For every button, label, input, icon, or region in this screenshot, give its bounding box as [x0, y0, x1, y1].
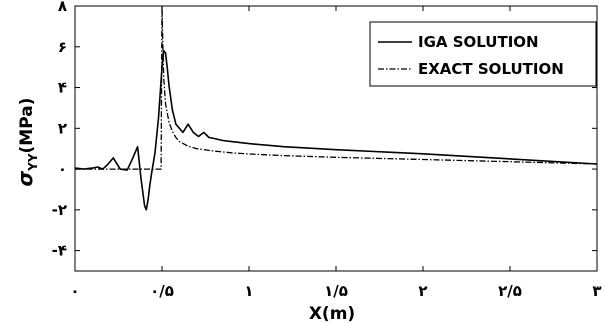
x-tick-label: ۱	[244, 282, 253, 300]
x-tick-label: ۰	[70, 282, 79, 300]
y-tick-label: ۸	[58, 0, 67, 15]
data-layer: -۴ -۲ ۰ ۲ ۴ ۶ ۸ ۰ ۰/۵ ۱ ۱/۵ ۲ ۲/۵ ۳	[52, 0, 602, 300]
x-tick-label: ۳	[592, 282, 601, 300]
legend-label-iga: IGA SOLUTION	[418, 33, 539, 51]
legend-box	[369, 21, 597, 87]
x-tick-label: ۲	[418, 282, 427, 300]
y-tick-label: -۲	[52, 201, 67, 219]
y-tick-label: ۴	[58, 79, 67, 97]
y-axis-title-rest: (MPa)	[17, 98, 37, 154]
y-tick-label: ۰	[58, 160, 67, 178]
x-axis-title: X(m)	[309, 304, 355, 323]
x-tick-label: ۱/۵	[324, 282, 348, 300]
x-tick-label: ۲/۵	[498, 282, 522, 300]
series-line-exact	[75, 6, 597, 170]
y-tick-label: ۲	[58, 119, 67, 137]
series-line-iga	[75, 49, 597, 211]
y-axis-title-base: σ	[13, 170, 37, 186]
x-tick-label: ۰/۵	[150, 282, 174, 300]
y-tick-label: ۶	[58, 38, 67, 56]
y-tick-label: -۴	[52, 242, 67, 260]
y-axis-title: σYY(MPa)	[13, 98, 40, 187]
legend-label-exact: EXACT SOLUTION	[418, 60, 564, 78]
y-axis-title-sub: YY	[26, 153, 40, 172]
legend: IGA SOLUTION EXACT SOLUTION	[369, 21, 597, 87]
